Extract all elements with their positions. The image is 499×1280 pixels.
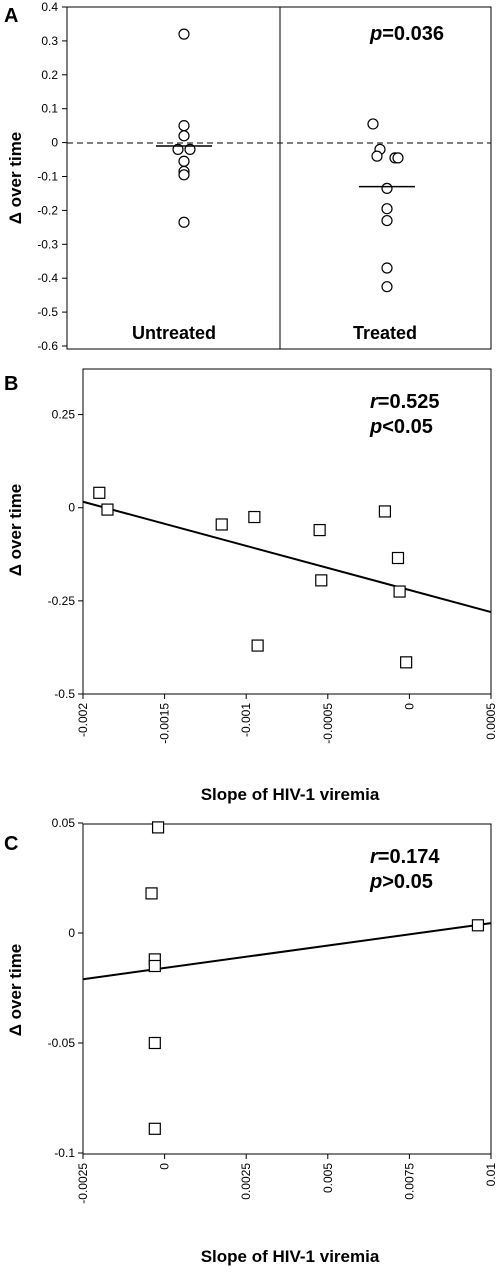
x-tick-label: 0.0005: [484, 703, 498, 740]
panel-c-y-axis-title: Δ over time: [6, 944, 25, 1037]
panel-b-y-ticks: 0.25 0 -0.25 -0.5: [48, 408, 83, 701]
data-point: [178, 169, 190, 181]
data-point: [148, 1036, 161, 1050]
x-tick-label: -0.0015: [158, 703, 172, 744]
panel-c-r-value: r=0.174: [370, 846, 440, 868]
x-tick-label: 0.005: [321, 1163, 335, 1193]
panel-b-r-value: r=0.525: [370, 391, 440, 413]
x-tick-label: 0: [158, 1163, 172, 1170]
data-point: [178, 216, 190, 228]
y-tick-label: 0: [68, 501, 75, 515]
data-point: [178, 28, 190, 40]
panel-a-group-label-treated: Treated: [353, 323, 417, 343]
y-tick-label: 0.2: [41, 68, 58, 82]
data-point: [101, 503, 114, 516]
data-point: [400, 656, 413, 669]
panel-c: C 0.05 0 -0.05 -0.1 -0.0025 0 0.0025 0.005 0.00…: [4, 816, 498, 1266]
x-tick-label: 0.0075: [402, 1163, 416, 1200]
y-tick-label: -0.5: [37, 305, 58, 319]
data-point: [215, 518, 228, 531]
panel-b-p-value: p<0.05: [369, 416, 433, 438]
panel-c-p-value: p>0.05: [369, 871, 433, 893]
panel-c-letter: C: [4, 833, 18, 855]
data-point: [145, 887, 158, 900]
data-point: [371, 150, 383, 162]
y-tick-label: 0.05: [52, 816, 76, 830]
panel-a-medians: [156, 145, 415, 188]
data-point: [178, 120, 190, 132]
data-point: [148, 959, 161, 973]
data-point: [367, 118, 379, 130]
data-point: [381, 182, 393, 194]
x-tick-label: -0.0005: [321, 703, 335, 744]
data-point: [178, 155, 190, 167]
data-point: [378, 505, 392, 518]
data-point: [151, 821, 165, 834]
panel-b-points: [93, 486, 413, 669]
x-tick-label: 0.0025: [239, 1163, 253, 1200]
y-tick-label: -0.05: [48, 1036, 76, 1050]
panel-a-points: [172, 28, 404, 293]
data-point: [178, 130, 190, 142]
x-tick-label: -0.002: [76, 703, 90, 737]
panel-a-p-value: p=0.036: [369, 23, 444, 45]
data-point: [393, 585, 406, 598]
panel-b-regression-line: [82, 500, 492, 613]
panel-c-x-axis-title: Slope of HIV-1 viremia: [201, 1247, 380, 1266]
panel-a-y-axis-title: Δ over time: [6, 132, 25, 225]
y-tick-label: 0: [68, 926, 75, 940]
y-tick-label: -0.1: [54, 1146, 75, 1160]
y-tick-label: -0.25: [48, 594, 76, 608]
panel-c-regression-line: [82, 922, 492, 981]
data-point: [313, 523, 326, 537]
panel-a-frame: [66, 6, 492, 350]
y-tick-label: 0.1: [41, 102, 58, 116]
y-tick-label: -0.6: [37, 339, 58, 353]
panel-a-letter: A: [4, 5, 18, 27]
data-point: [381, 281, 393, 293]
y-tick-label: -0.5: [54, 687, 75, 701]
data-point: [93, 486, 106, 499]
x-tick-label: 0.01: [484, 1163, 498, 1187]
data-point: [172, 143, 184, 155]
data-point: [315, 574, 328, 587]
panel-c-y-ticks: 0.05 0 -0.05 -0.1: [48, 816, 83, 1160]
y-tick-label: -0.2: [37, 203, 58, 217]
panel-c-frame: [82, 823, 492, 1155]
x-tick-label: -0.0025: [76, 1163, 90, 1204]
y-tick-label: 0.4: [41, 0, 58, 14]
data-point: [381, 203, 393, 215]
y-tick-label: -0.1: [37, 170, 58, 184]
y-tick-label: -0.3: [37, 237, 58, 251]
data-point: [184, 143, 196, 155]
data-point: [392, 152, 404, 164]
panel-b-frame: [82, 368, 492, 695]
data-point: [148, 1122, 161, 1135]
y-tick-label: 0.25: [52, 408, 76, 422]
panel-b-y-axis-title: Δ over time: [6, 484, 25, 577]
x-tick-label: 0: [402, 703, 416, 710]
y-tick-label: -0.4: [37, 271, 58, 285]
y-tick-label: 0.3: [41, 34, 58, 48]
data-point: [251, 639, 264, 652]
data-point: [391, 551, 405, 565]
data-point: [248, 510, 261, 524]
data-point: [381, 214, 393, 227]
panel-b-x-ticks: -0.002 -0.0015 -0.001 -0.0005 0 0.0005: [76, 694, 498, 744]
y-tick-label: 0: [51, 136, 58, 150]
panel-b-letter: B: [4, 373, 18, 395]
panel-c-x-ticks: -0.0025 0 0.0025 0.005 0.0075 0.01: [76, 1154, 498, 1204]
panel-a-group-label-untreated: Untreated: [132, 323, 216, 343]
panel-a-y-ticks: 0.4 0.3 0.2 0.1 0 -0.1 -0.2 -0.3 -0.4 -0.5 -0.6: [37, 0, 67, 353]
panel-b: B 0.250-0.25-0.5 -0.002 -0.0015 -0.001 -0.0…: [4, 368, 498, 804]
panel-c-points: [145, 821, 485, 1135]
x-tick-label: -0.001: [239, 703, 253, 737]
panel-b-x-axis-title: Slope of HIV-1 viremia: [201, 785, 380, 804]
data-point: [471, 919, 485, 932]
data-point: [381, 262, 393, 274]
panel-a: A 0.40.30.20.10-0.1-0.2-0.3-0.4-0.5-0.6 …: [4, 0, 492, 353]
